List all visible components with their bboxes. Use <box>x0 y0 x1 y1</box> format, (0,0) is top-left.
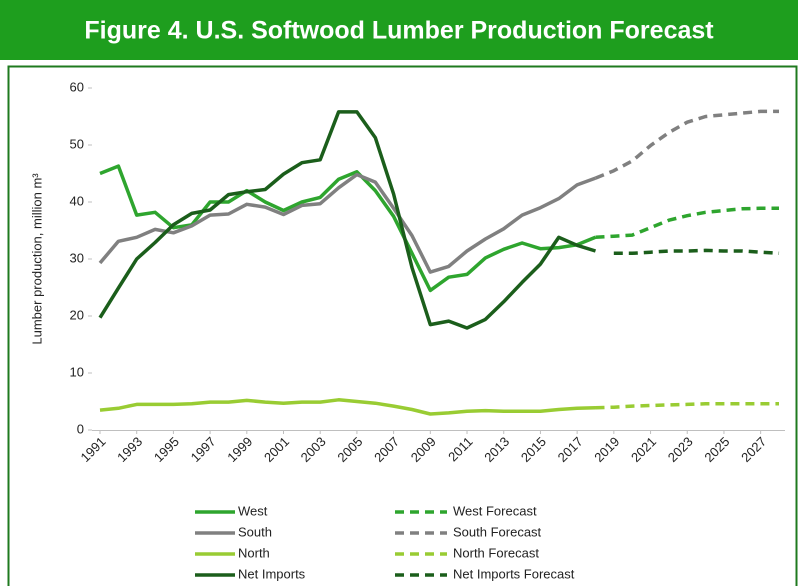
x-tick-label: 2009 <box>408 434 439 465</box>
x-tick-label: 1997 <box>188 434 219 465</box>
y-tick-label: 0 <box>77 421 84 436</box>
series-line <box>594 109 779 180</box>
series-line <box>98 110 597 330</box>
series-line <box>595 402 779 410</box>
x-tick-label: 2005 <box>334 434 365 465</box>
legend-label: Net Imports <box>238 566 306 581</box>
x-tick-label: 2019 <box>591 434 622 465</box>
x-tick-label: 2025 <box>701 434 732 465</box>
y-tick-label: 30 <box>70 250 84 265</box>
legend-label: South <box>238 524 272 539</box>
header <box>0 0 798 60</box>
legend-label: North Forecast <box>453 545 539 560</box>
y-tick-label: 10 <box>70 364 84 379</box>
y-tick-label: 20 <box>70 307 84 322</box>
legend-label: North <box>238 545 270 560</box>
series-line <box>99 398 596 416</box>
chart-frame <box>7 65 798 586</box>
y-tick-label: 50 <box>70 136 84 151</box>
legend-label: South Forecast <box>453 524 542 539</box>
legend-label: West Forecast <box>453 503 537 518</box>
x-tick-label: 2003 <box>298 434 329 465</box>
x-tick-label: 1991 <box>77 434 108 465</box>
series-line <box>99 164 597 293</box>
x-tick-label: 2011 <box>445 434 475 464</box>
y-tick-label: 60 <box>70 79 84 94</box>
series-line <box>613 248 780 256</box>
series-line <box>98 172 597 274</box>
x-tick-label: 2023 <box>665 434 696 465</box>
x-tick-label: 2021 <box>628 434 659 465</box>
x-tick-label: 2013 <box>481 434 512 465</box>
x-tick-label: 1993 <box>114 434 145 465</box>
series-line <box>595 206 779 240</box>
x-tick-label: 2027 <box>738 434 769 465</box>
x-tick-label: 2015 <box>518 434 549 465</box>
x-tick-label: 1999 <box>224 434 255 465</box>
legend-label: West <box>238 503 268 518</box>
x-tick-label: 2007 <box>371 434 402 465</box>
x-tick-label: 2017 <box>555 434 586 465</box>
y-tick-label: 40 <box>70 193 84 208</box>
legend-label: Net Imports Forecast <box>453 566 575 581</box>
chart-title: Figure 4. U.S. Softwood Lumber Productio… <box>84 17 714 45</box>
x-tick-label: 1995 <box>151 434 182 465</box>
y-axis-label: Lumber production, million m³ <box>29 173 44 345</box>
x-tick-label: 2001 <box>261 434 292 465</box>
